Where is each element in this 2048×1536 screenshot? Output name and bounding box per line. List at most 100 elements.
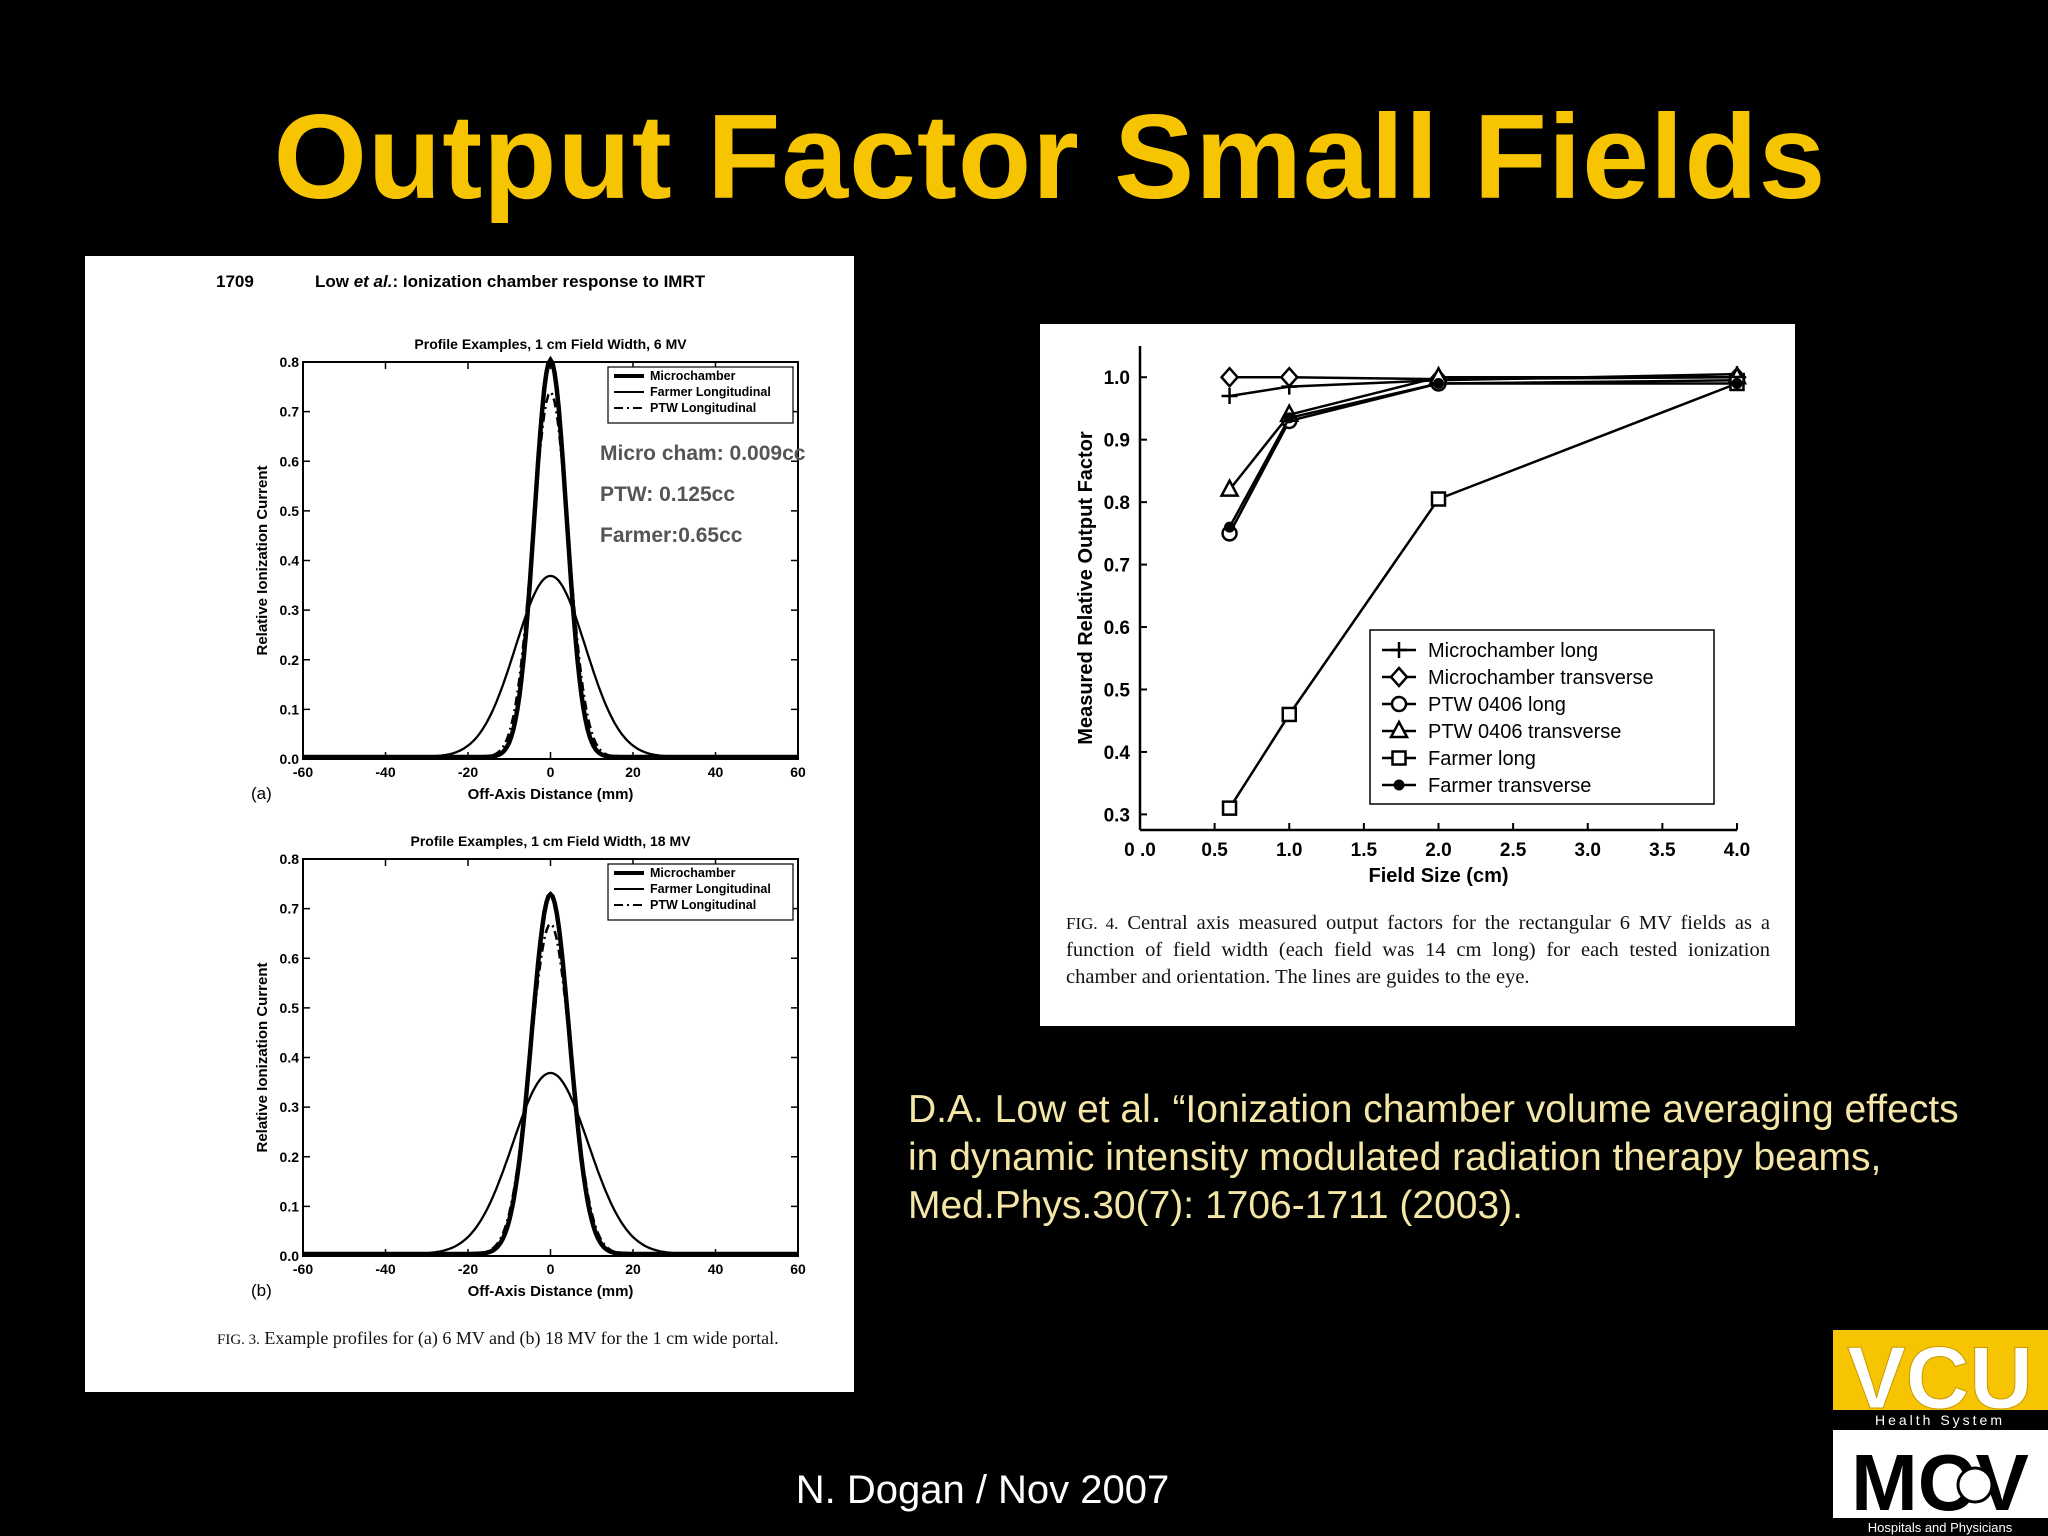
- legend-entry: Microchamber long: [1428, 640, 1598, 662]
- x-tick-label: -20: [458, 1261, 478, 1277]
- chamber-volume-annotation: Micro cham: 0.009cc: [600, 442, 806, 465]
- series-ptw-0406-long: [1221, 372, 1746, 542]
- data-point: [1221, 800, 1238, 816]
- x-tick-label: -40: [375, 1261, 395, 1277]
- figure-3-plots: 1709 Low et al.: Ionization chamber resp…: [216, 272, 806, 1300]
- y-tick-label: 0.4: [280, 553, 300, 569]
- y-axis-label: Relative Ionization Current: [254, 465, 271, 655]
- x-tick-label: -20: [458, 764, 478, 780]
- figure-4-plot: 0 .0 0.5 1.0 1.5 2.0 2.5 3.0 3.5 4.0 0.3 0.4 0.5 0.6…: [1075, 346, 1750, 887]
- series-line: [1228, 382, 1737, 528]
- series-line: [1228, 375, 1737, 491]
- legend-marker: [1390, 695, 1408, 713]
- panel-label: (b): [251, 1281, 272, 1300]
- legend-entry: Farmer long: [1428, 748, 1536, 770]
- x-tick-label: 20: [625, 1261, 641, 1277]
- profile-plot-1: Profile Examples, 1 cm Field Width, 6 MV…: [251, 336, 806, 803]
- logo-mcv-text: MCV: [1851, 1438, 2029, 1527]
- legend-marker: [1391, 642, 1407, 658]
- citation-text: D.A. Low et al. “Ionization chamber volu…: [908, 1088, 1959, 1227]
- logo-bottom-band-text: Hospitals and Physicians: [1868, 1520, 2013, 1535]
- series-line: [1228, 382, 1738, 809]
- logo-band-text: Health System: [1875, 1412, 2005, 1428]
- data-point: [1219, 477, 1240, 497]
- y-tick-label: 0.4: [1104, 743, 1131, 764]
- chamber-volume-annotation: Farmer:0.65cc: [600, 524, 743, 547]
- profile-line-farmer-longitudinal: [303, 1071, 798, 1256]
- y-tick-label: 0.6: [280, 453, 300, 469]
- series-farmer-transverse: [1224, 377, 1743, 533]
- data-point: [1224, 521, 1236, 533]
- y-tick-label: 0.4: [280, 1050, 300, 1066]
- legend-marker: [1391, 750, 1407, 766]
- y-tick-label: 0.0: [280, 1248, 300, 1264]
- y-tick-label: 0.6: [280, 950, 300, 966]
- y-tick-label: 0.2: [280, 652, 300, 668]
- y-tick-label: 0.6: [1104, 618, 1130, 639]
- legend-entry: Microchamber: [650, 369, 736, 383]
- legend-marker: [1389, 666, 1409, 688]
- vcu-mcv-logo: VCU Health System MCV Hospitals and Phys…: [1833, 1330, 2048, 1536]
- figure-4-caption: Fig. 4. Central axis measured output fac…: [1066, 912, 1770, 988]
- data-point: [1430, 491, 1447, 507]
- y-tick-label: 0.5: [280, 1000, 300, 1016]
- y-tick-label: 0.1: [280, 1198, 300, 1214]
- x-tick-label: 1.5: [1351, 840, 1378, 861]
- panel-label: (a): [251, 784, 272, 803]
- data-point: [1279, 366, 1299, 389]
- series-microchamber-long: [1221, 366, 1745, 404]
- data-point: [1283, 412, 1295, 424]
- x-tick-label: -40: [375, 764, 395, 780]
- y-tick-label: 0.1: [280, 701, 300, 717]
- legend-entry: PTW Longitudinal: [650, 401, 756, 415]
- data-point: [1433, 377, 1444, 389]
- legend-entry: PTW 0406 transverse: [1428, 721, 1621, 743]
- y-tick-label: 0.3: [1104, 805, 1130, 826]
- slide-title: Output Factor Small Fields: [273, 90, 1827, 224]
- x-tick-label: 40: [708, 1261, 724, 1277]
- legend: Microchamber long Microchamber transverse…: [1369, 629, 1715, 805]
- x-tick-label: 0: [547, 764, 555, 780]
- x-tick-label: 2.0: [1425, 840, 1451, 861]
- x-tick-label: 3.0: [1575, 840, 1601, 861]
- data-point: [1219, 366, 1240, 389]
- y-tick-label: 0.8: [280, 354, 300, 370]
- y-tick-label: 0.5: [280, 503, 300, 519]
- legend-entry: PTW 0406 long: [1428, 694, 1566, 716]
- x-axis-label: Off-Axis Distance (mm): [468, 1283, 634, 1300]
- x-tick-label: 60: [790, 1261, 806, 1277]
- figure-3-panel: 1709 Low et al.: Ionization chamber resp…: [85, 256, 854, 1392]
- x-tick-label: -60: [293, 764, 313, 780]
- figure-3-caption: Fig. 3. Example profiles for (a) 6 MV an…: [217, 1328, 779, 1348]
- y-tick-label: 0.5: [1104, 680, 1131, 701]
- x-tick-label: 60: [790, 764, 806, 780]
- author-footer: N. Dogan / Nov 2007: [795, 1468, 1170, 1512]
- y-axis-label: Relative Ionization Current: [254, 962, 271, 1152]
- y-tick-label: 0.0: [280, 751, 300, 767]
- x-tick-label: 0 .0: [1124, 840, 1156, 861]
- profile-plot-2: Profile Examples, 1 cm Field Width, 18 M…: [251, 833, 806, 1300]
- x-tick-label: 0: [547, 1261, 555, 1277]
- legend-entry: Microchamber: [650, 866, 736, 880]
- x-tick-label: 3.5: [1649, 840, 1676, 861]
- y-tick-label: 0.2: [280, 1149, 300, 1165]
- x-tick-label: 20: [625, 764, 641, 780]
- globe-icon: [1956, 1466, 1994, 1504]
- x-tick-label: 2.5: [1500, 840, 1527, 861]
- y-tick-label: 0.7: [280, 404, 300, 420]
- y-tick-label: 0.9: [1104, 431, 1130, 452]
- figure-4-panel: 0 .0 0.5 1.0 1.5 2.0 2.5 3.0 3.5 4.0 0.3 0.4 0.5 0.6…: [1040, 324, 1795, 1026]
- legend-entry: Farmer Longitudinal: [650, 882, 771, 896]
- y-tick-label: 0.7: [280, 901, 300, 917]
- profile-line-microchamber: [303, 890, 798, 1257]
- legend-box: [1369, 629, 1715, 805]
- y-tick-label: 0.3: [280, 1099, 300, 1115]
- data-point: [1731, 377, 1743, 389]
- legend-marker: [1388, 719, 1410, 739]
- profile-line-ptw-longitudinal: [303, 922, 798, 1256]
- plot-title: Profile Examples, 1 cm Field Width, 6 MV: [414, 336, 687, 352]
- profile-line-ptw-longitudinal: [303, 390, 798, 759]
- legend-marker: [1393, 779, 1405, 791]
- data-point: [1221, 387, 1238, 404]
- y-tick-label: 0.8: [1104, 493, 1130, 514]
